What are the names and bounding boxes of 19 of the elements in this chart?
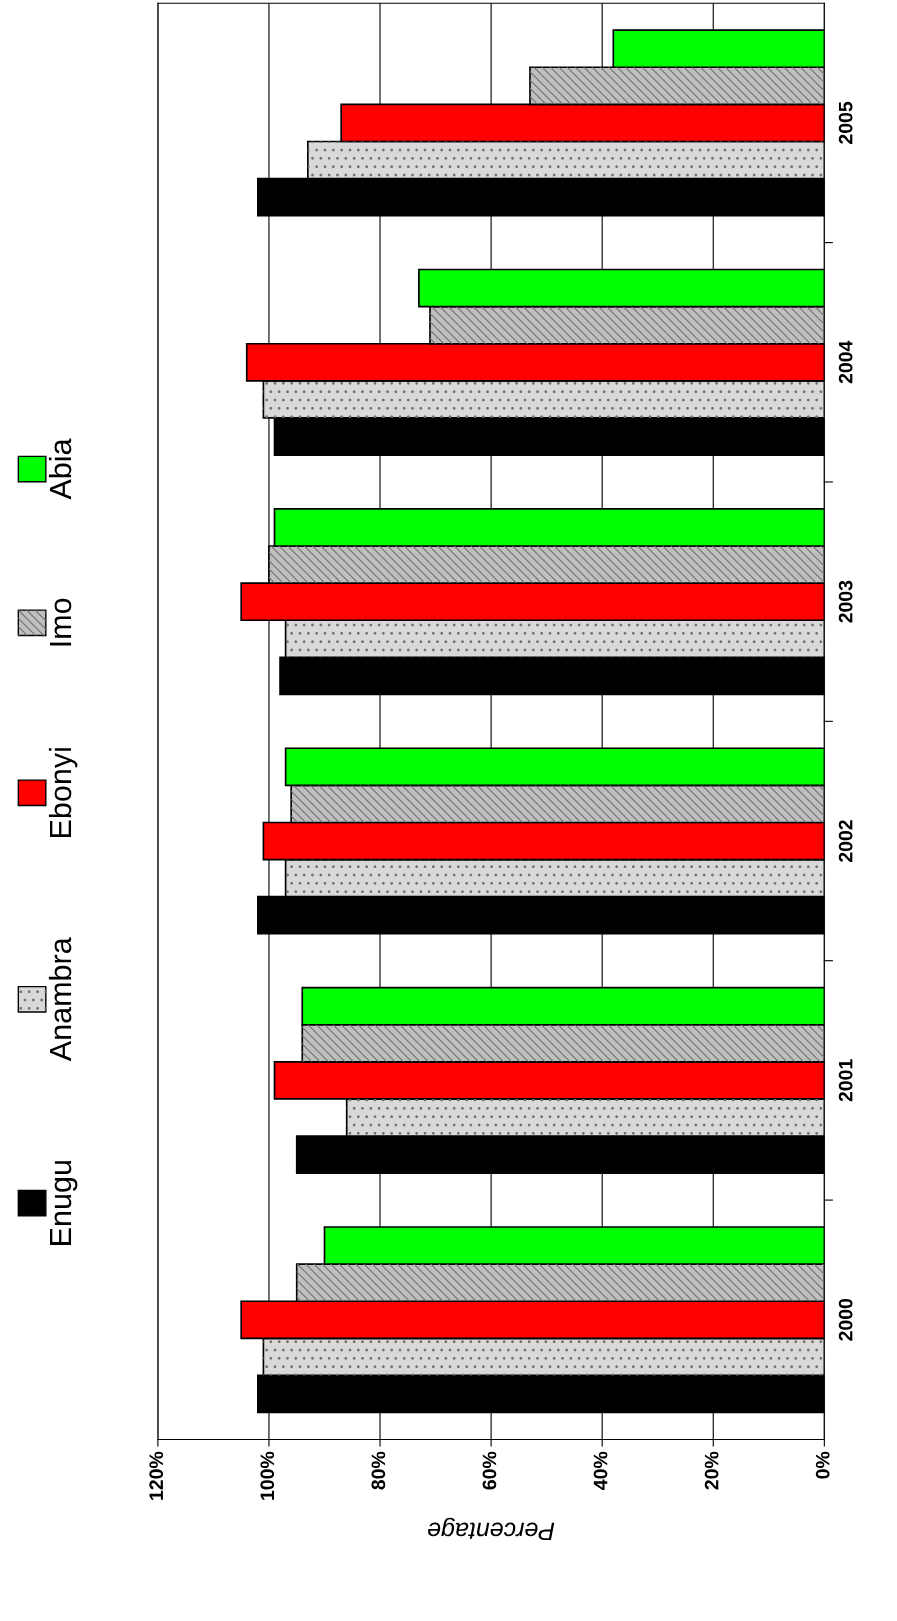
- y-tick-label: 2004: [838, 340, 853, 384]
- legend-label: Anambra: [48, 937, 72, 1062]
- x-tick-label: 60%: [482, 1451, 497, 1490]
- x-tick-label: 120%: [149, 1451, 164, 1500]
- y-tick-label: 2000: [838, 1298, 853, 1341]
- x-tick-label: 20%: [704, 1451, 719, 1490]
- legend-label: Imo: [50, 598, 72, 646]
- x-tick-label: 0%: [815, 1451, 830, 1479]
- legend-label: Enugu: [50, 1161, 78, 1245]
- x-tick-label: 40%: [593, 1451, 608, 1490]
- legend-label: Ebonyi: [48, 748, 78, 838]
- x-axis-title: Percentage: [428, 1517, 555, 1541]
- y-tick-label: 2005: [838, 101, 853, 144]
- y-tick-label: 2003: [838, 580, 853, 623]
- legend-label: Abia: [48, 438, 72, 500]
- x-tick-label: 80%: [371, 1451, 386, 1490]
- x-tick-label: 100%: [260, 1451, 275, 1500]
- y-tick-label: 2001: [838, 1059, 853, 1102]
- y-tick-label: 2002: [838, 820, 853, 862]
